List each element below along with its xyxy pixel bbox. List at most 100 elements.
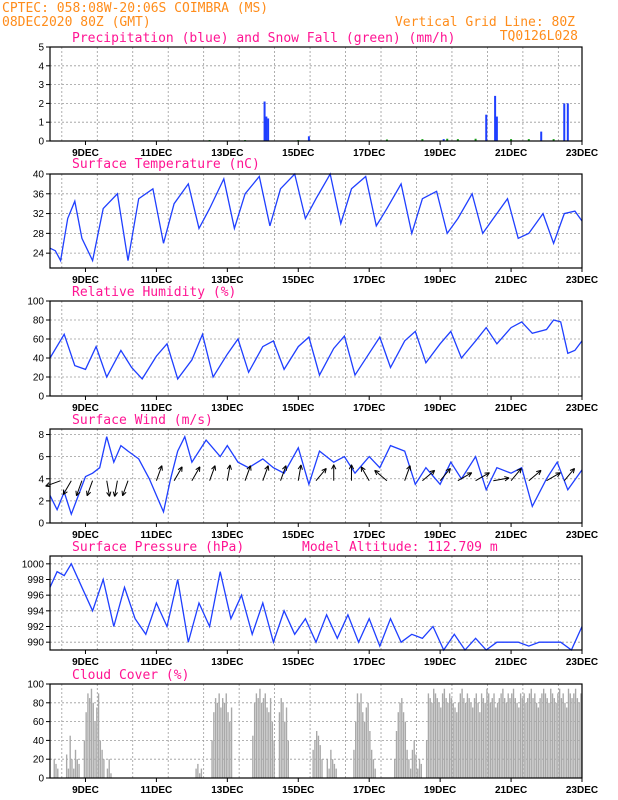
cloud-bar-9-3 [331, 759, 334, 778]
cloud-bar-12-8 [440, 707, 442, 778]
wind-arrow-1 [62, 480, 72, 495]
cloud-bar-1-0 [65, 754, 68, 778]
cloud-bar-12-21 [463, 698, 465, 778]
pres-panel: 990 992 994 996 998 1000 9DEC 11DEC 13DEC 15DEC 17… [22, 540, 598, 668]
cloud-bar-5-4 [218, 693, 220, 778]
precip-snow-bar-6 [456, 139, 459, 141]
wind-arrow-8 [173, 466, 183, 481]
rh-xtick-label-2: 13DEC [211, 403, 243, 414]
temp-ytick-label-3: 36 [33, 189, 45, 200]
cloud-bar-10-0 [353, 749, 355, 778]
precip-ytick-label-2: 2 [38, 99, 44, 110]
precip-snow-bar-10 [552, 139, 555, 141]
precip-xtick-label-7: 23DEC [566, 148, 598, 159]
pres-xtick-label-5: 19DEC [424, 657, 456, 668]
cloud-bar-5-9 [227, 712, 229, 778]
pres-ytick-label-5: 1000 [22, 559, 45, 570]
wind-arrow-0 [45, 480, 61, 488]
cloud-bar-12-32 [482, 698, 485, 778]
cloud-bar-12-5 [434, 693, 437, 778]
pres-xtick-label-1: 11DEC [141, 657, 173, 668]
cloud-bar-12-73 [555, 702, 557, 778]
cloud-bar-12-59 [530, 688, 532, 778]
header-grid-note: Vertical Grid Line: 80Z [395, 15, 575, 30]
cloud-bar-4-2 [198, 773, 201, 778]
cloud-bar-1-6 [76, 759, 78, 778]
cloud-bar-12-71 [551, 693, 554, 778]
cloud-bar-12-12 [447, 702, 449, 778]
wind-arrow-18 [348, 464, 355, 481]
wind-xtick-label-7: 23DEC [566, 530, 598, 541]
cloud-ytick-label-3: 60 [33, 717, 45, 728]
cloud-bar-12-83 [573, 693, 575, 778]
cloud-bar-0-2 [57, 768, 59, 778]
cloud-bar-9-1 [328, 768, 330, 778]
cloud-bar-12-70 [550, 688, 552, 778]
cloud-bar-3-0 [106, 768, 109, 778]
rh-panel: 0 20 40 60 80 100 9DEC 11DEC 13DEC 15DEC 17DEC 19DE… [27, 285, 598, 414]
cloud-bar-10-2 [356, 693, 359, 778]
rh-xtick-label-4: 17DEC [353, 403, 385, 414]
cloud-bar-12-39 [495, 707, 497, 778]
wind-arrow-20 [374, 469, 388, 482]
precip-snow-bar-7 [474, 138, 477, 141]
pres-ytick-label-3: 996 [27, 591, 44, 602]
cloud-bar-12-78 [564, 702, 566, 778]
cloud-bar-10-10 [370, 749, 373, 778]
pres-xtick-label-6: 21DEC [495, 657, 527, 668]
cloud-bar-12-49 [512, 688, 515, 778]
cloud-bar-12-52 [518, 707, 520, 778]
cloud-bar-12-48 [511, 693, 513, 778]
cloud-xtick-label-7: 23DEC [566, 785, 598, 796]
cloud-bar-12-57 [527, 698, 529, 778]
cloud-bar-6-3 [257, 698, 259, 778]
cloud-bar-12-42 [500, 693, 502, 778]
cloud-bar-2-1 [85, 712, 87, 778]
cloud-bar-12-80 [567, 688, 570, 778]
cloud-bar-12-56 [525, 702, 527, 778]
wind-arrow-4 [106, 480, 112, 497]
cloud-bar-4-0 [195, 768, 197, 778]
cloud-bar-6-11 [271, 721, 274, 778]
cloud-bar-11-15 [420, 763, 422, 778]
cloud-bar-2-2 [87, 693, 89, 778]
rh-xtick-label-7: 23DEC [566, 403, 598, 414]
cloud-bar-9-4 [333, 763, 336, 778]
cloud-bar-12-16 [454, 707, 456, 778]
cloud-bar-12-50 [514, 698, 516, 778]
cloud-bar-10-5 [362, 712, 364, 778]
precip-xtick-label-2: 13DEC [211, 148, 243, 159]
wind-arrow-7 [155, 465, 163, 481]
cloud-bar-12-36 [489, 702, 492, 778]
cloud-bar-11-6 [404, 721, 407, 778]
cloud-bar-2-6 [94, 721, 96, 778]
cloud-bar-1-3 [71, 759, 73, 778]
pres-xtick-label-2: 13DEC [211, 657, 243, 668]
cloud-bar-12-67 [544, 693, 547, 778]
cloud-bar-12-84 [574, 688, 577, 778]
precip-xtick-label-0: 9DEC [72, 148, 99, 159]
cloud-ytick-label-0: 0 [38, 774, 44, 785]
cloud-bar-12-75 [558, 688, 561, 778]
temp-xtick-label-1: 11DEC [141, 275, 173, 286]
cloud-bar-0-1 [55, 763, 57, 778]
precip-panel: 0 1 2 3 4 5 9DEC 11DEC 13DEC 15DEC 17DEC 19DEC 21DEC… [38, 31, 598, 159]
cloud-bar-12-1 [427, 693, 430, 778]
cloud-bar-12-29 [477, 702, 479, 778]
panels: 0 1 2 3 4 5 9DEC 11DEC 13DEC 15DEC 17DEC 19DEC 21DEC… [22, 31, 598, 796]
wind-arrow-9 [191, 466, 201, 481]
cloud-bar-7-2 [282, 702, 284, 778]
rh-ytick-label-1: 20 [33, 373, 45, 384]
cloud-xtick-label-4: 17DEC [353, 785, 385, 796]
cloud-bar-12-74 [557, 693, 559, 778]
cloud-bar-12-23 [466, 693, 469, 778]
cloud-bar-12-7 [438, 702, 440, 778]
cloud-bar-12-65 [541, 693, 543, 778]
pres-ytick-label-4: 998 [27, 575, 44, 586]
rh-title: Relative Humidity (%) [72, 285, 236, 300]
wind-arrow-6 [121, 480, 129, 497]
pres-ytick-label-2: 994 [27, 606, 44, 617]
cloud-bar-2-7 [96, 707, 98, 778]
cloud-xtick-label-2: 13DEC [211, 785, 243, 796]
cloud-bar-11-12 [415, 754, 417, 778]
